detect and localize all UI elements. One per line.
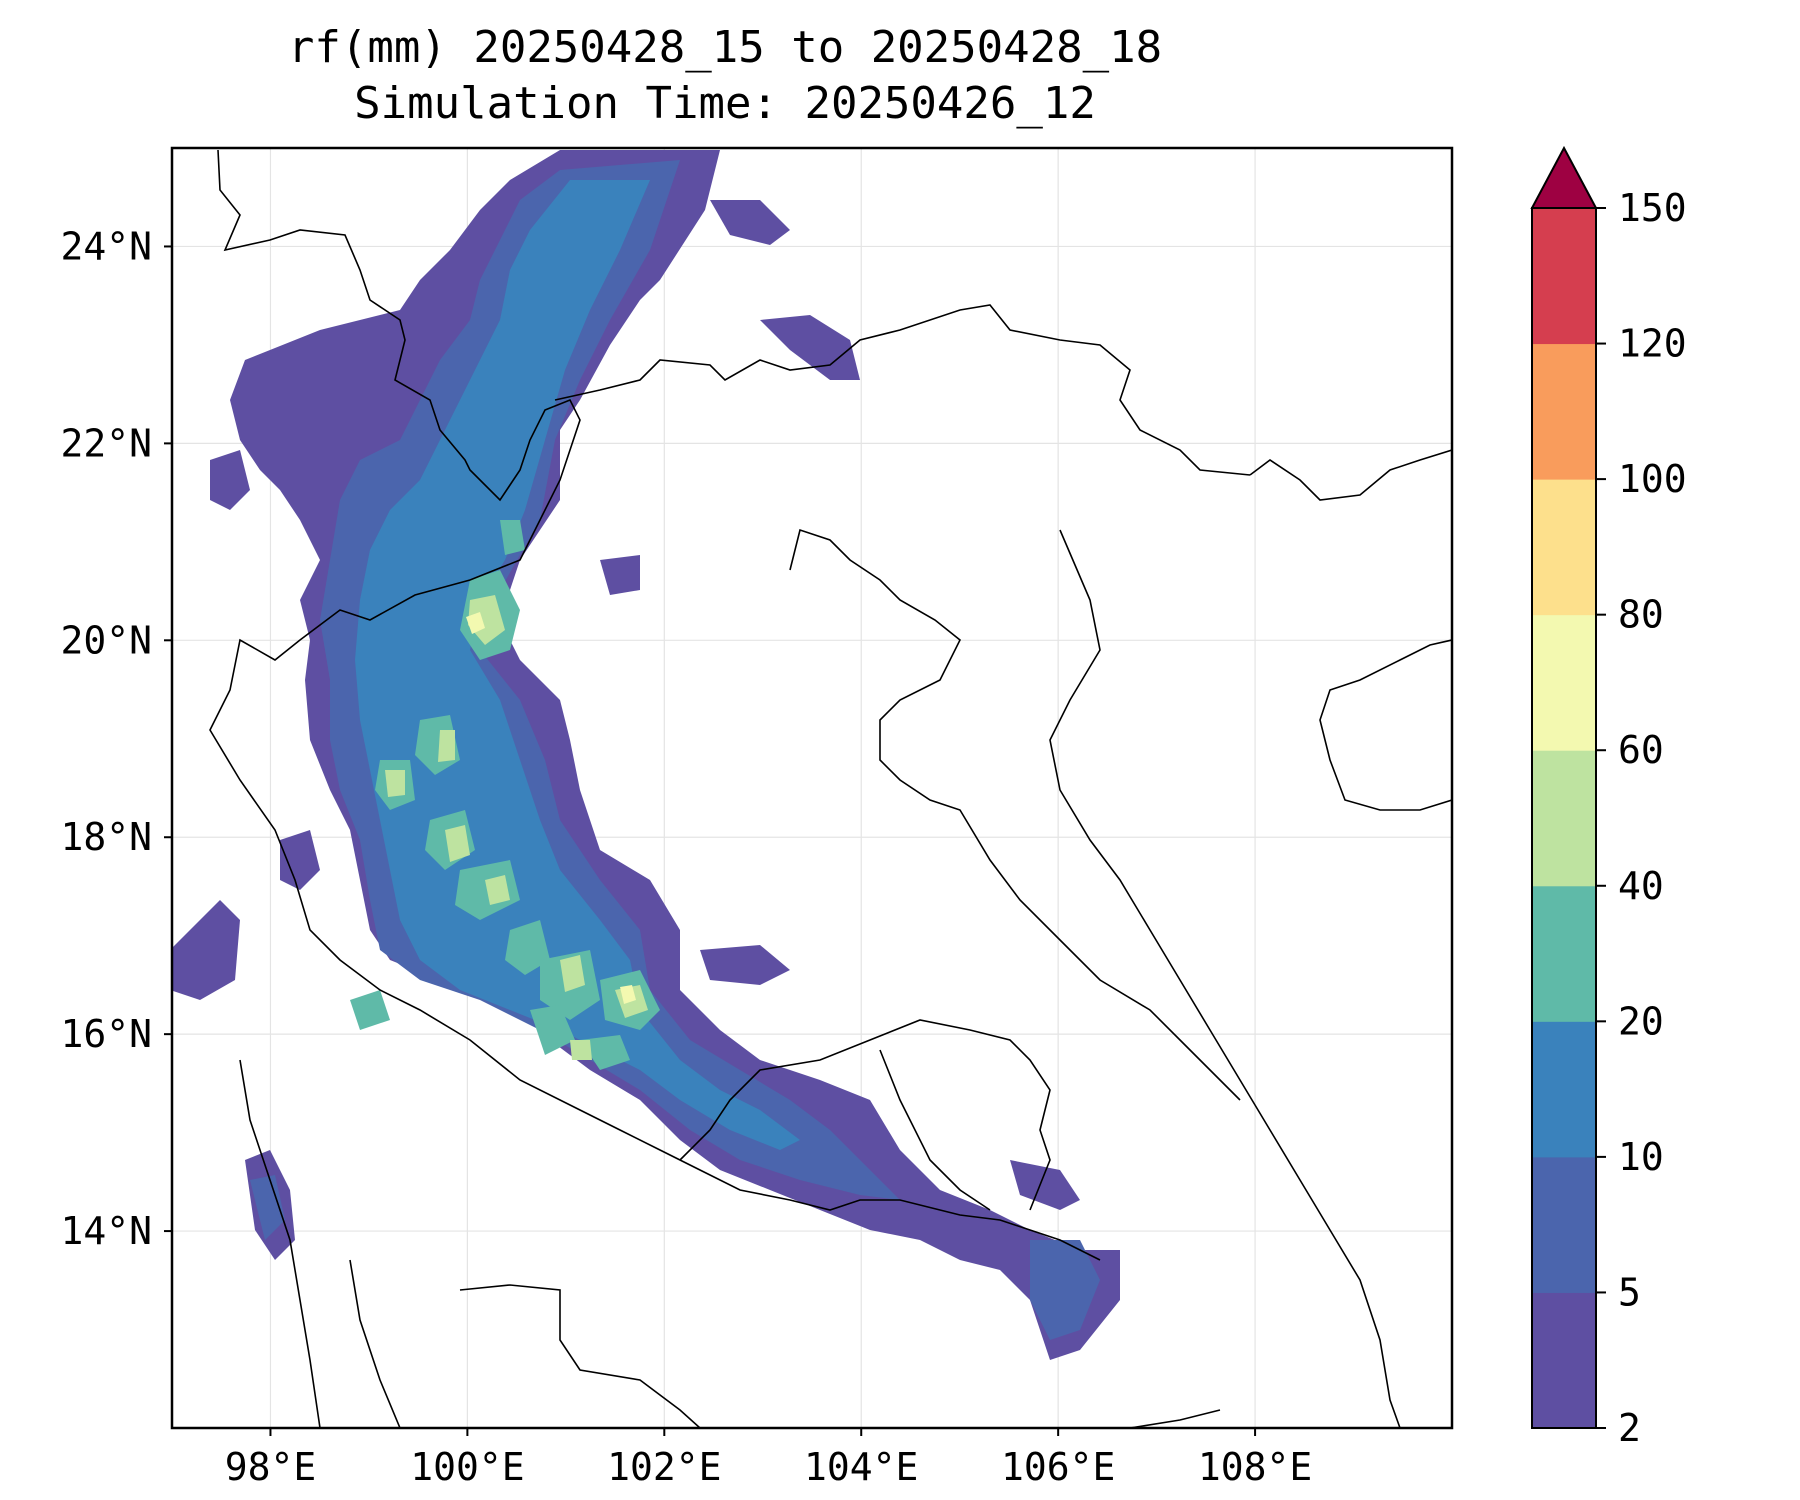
colorbar-tick-label: 5 [1618, 1270, 1641, 1314]
colorbar-segment [1532, 343, 1596, 480]
colorbar-segment [1532, 1292, 1596, 1429]
colorbar-tick-label: 100 [1618, 457, 1687, 501]
colorbar-extend-arrow [1530, 145, 1598, 209]
colorbar-tick-label: 60 [1618, 728, 1664, 772]
colorbar-segment [1532, 614, 1596, 751]
colorbar-tick-label: 10 [1618, 1135, 1664, 1179]
lon-tick-label: 98°E [225, 1445, 317, 1489]
rainfall-field [172, 150, 1120, 1360]
lat-tick-label: 14°N [60, 1209, 152, 1253]
colorbar-segment [1532, 479, 1596, 616]
lon-tick-label: 106°E [1001, 1445, 1115, 1489]
colorbar-tick-label: 120 [1618, 322, 1687, 366]
lat-tick-label: 22°N [60, 421, 152, 465]
longitude-ticks: 98°E 100°E 102°E 104°E 106°E 108°E [225, 1428, 1312, 1489]
colorbar-tick-label: 20 [1618, 999, 1664, 1043]
map-title-line1: rf(mm) 20250428_15 to 20250428_18 [287, 22, 1163, 73]
colorbar-frame [1531, 207, 1597, 1429]
map-frame [170, 146, 1454, 1430]
colorbar-tick-label: 150 [1618, 186, 1687, 230]
borders-coastlines [209, 149, 1452, 1428]
lat-tick-label: 18°N [60, 815, 152, 859]
rain-band-60-80 [466, 612, 636, 1004]
colorbar-segment [1532, 750, 1596, 887]
colorbar-segment [1532, 208, 1596, 345]
latitude-ticks: 24°N 22°N 20°N 18°N 16°N 14°N [60, 224, 172, 1253]
lat-tick-label: 20°N [60, 618, 152, 662]
lon-tick-label: 108°E [1198, 1445, 1312, 1489]
lat-tick-label: 24°N [60, 224, 152, 268]
colorbar: 2 5 10 20 40 60 80 100 120 150 [1530, 145, 1687, 1450]
colorbar-tick-label: 2 [1618, 1406, 1641, 1450]
colorbar-tick-label: 40 [1618, 864, 1664, 908]
colorbar-tick-label: 80 [1618, 593, 1664, 637]
lon-tick-label: 100°E [410, 1445, 524, 1489]
colorbar-segment [1532, 1156, 1596, 1293]
colorbar-segment [1532, 1021, 1596, 1158]
map-gridlines [172, 148, 1452, 1428]
colorbar-segment [1532, 885, 1596, 1022]
lon-tick-label: 102°E [607, 1445, 721, 1489]
map-title-line2: Simulation Time: 20250426_12 [354, 78, 1096, 129]
lon-tick-label: 104°E [804, 1445, 918, 1489]
lat-tick-label: 16°N [60, 1012, 152, 1056]
